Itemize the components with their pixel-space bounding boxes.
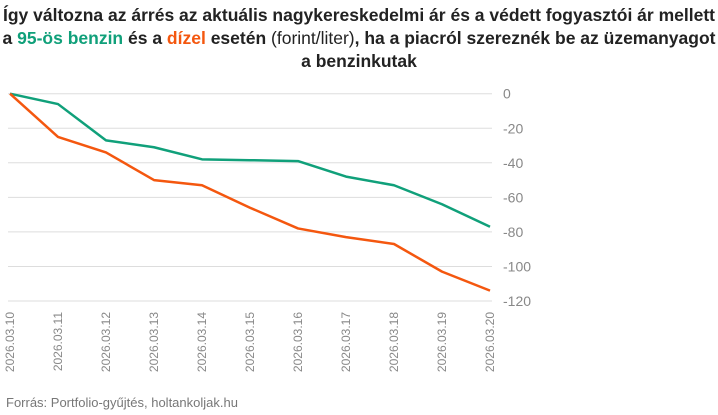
x-tick-label: 2026.03.18 bbox=[387, 312, 401, 372]
y-tick-label: -80 bbox=[503, 224, 523, 240]
y-tick-label: -120 bbox=[503, 293, 531, 309]
x-tick-label: 2026.03.17 bbox=[339, 312, 353, 372]
y-tick-label: -100 bbox=[503, 258, 531, 274]
x-tick-label: 2026.03.10 bbox=[3, 312, 17, 372]
source-note: Forrás: Portfolio-gyűjtés, holtankoljak.… bbox=[6, 395, 238, 410]
x-tick-label: 2026.03.14 bbox=[195, 312, 209, 372]
x-tick-label: 2026.03.16 bbox=[291, 312, 305, 372]
x-tick-label: 2026.03.11 bbox=[51, 312, 65, 371]
y-tick-label: -20 bbox=[503, 120, 523, 136]
x-tick-label: 2026.03.12 bbox=[99, 312, 113, 372]
line-chart: 0 -20 -40 -60 -80 -100 -120 2026.03.10 2026.03.1… bbox=[3, 86, 531, 372]
y-tick-label: -40 bbox=[503, 155, 523, 171]
chart-title: Így változna az árrés az aktuális nagyke… bbox=[2, 5, 716, 71]
x-tick-label: 2026.03.19 bbox=[435, 312, 449, 372]
y-tick-label: 0 bbox=[503, 86, 511, 102]
x-tick-label: 2026.03.20 bbox=[483, 312, 497, 372]
y-tick-label: -60 bbox=[503, 189, 523, 205]
x-tick-label: 2026.03.15 bbox=[243, 312, 257, 372]
x-tick-label: 2026.03.13 bbox=[147, 312, 161, 372]
